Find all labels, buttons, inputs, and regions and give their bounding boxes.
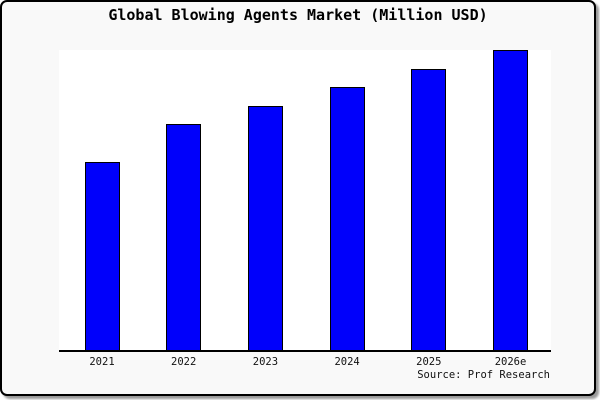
x-tick-label-2021: 2021 <box>89 356 115 368</box>
plot-area <box>59 50 551 352</box>
bar-2024 <box>329 86 365 350</box>
chart-title: Global Blowing Agents Market (Million US… <box>108 6 488 24</box>
source-credit: Source: Prof Research <box>417 369 550 381</box>
bar-2021 <box>84 161 120 350</box>
bar-2022 <box>166 124 202 350</box>
x-tick-label-2024: 2024 <box>334 356 360 368</box>
bar-2023 <box>247 105 283 350</box>
x-tick-label-2026e: 2026e <box>494 356 527 368</box>
x-tick-label-2023: 2023 <box>252 356 279 368</box>
x-tick-label-2022: 2022 <box>171 356 197 368</box>
x-tick-label-2025: 2025 <box>416 356 442 368</box>
bar-2025 <box>411 68 447 350</box>
bar-2026e <box>493 50 528 350</box>
